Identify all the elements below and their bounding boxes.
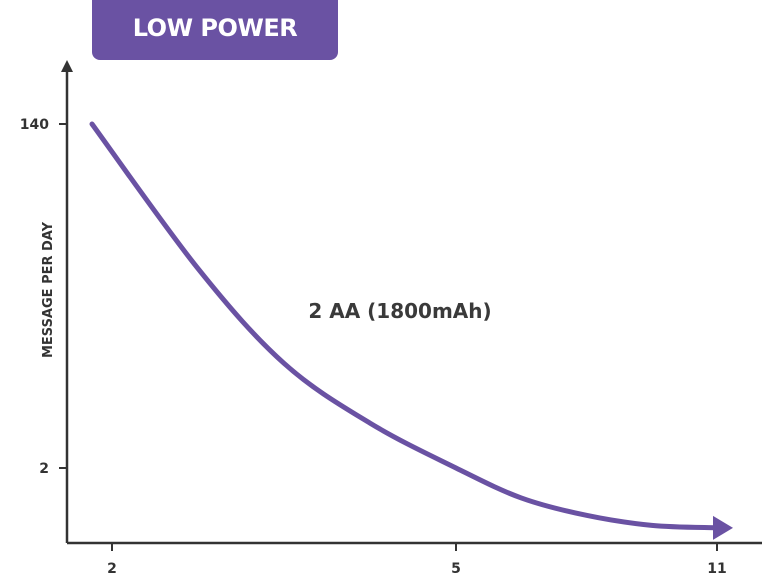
series-arrowhead xyxy=(713,515,733,540)
y-tick-label: 2 xyxy=(39,461,49,477)
x-tick-label: 11 xyxy=(707,561,726,577)
y-axis-label: MESSAGE PER DAY xyxy=(41,221,56,358)
y-tick-label: 140 xyxy=(20,117,49,133)
series-line xyxy=(89,121,720,531)
chart-title: LOW POWER xyxy=(132,14,298,42)
x-tick-label: 2 xyxy=(107,561,117,577)
series-label: 2 AA (1800mAh) xyxy=(308,299,491,323)
y-axis-arrowhead xyxy=(61,60,73,72)
axis-ticks: 2 5 11 140 2 xyxy=(20,117,727,577)
title-badge: LOW POWER xyxy=(92,0,338,60)
x-tick-label: 5 xyxy=(451,561,461,577)
